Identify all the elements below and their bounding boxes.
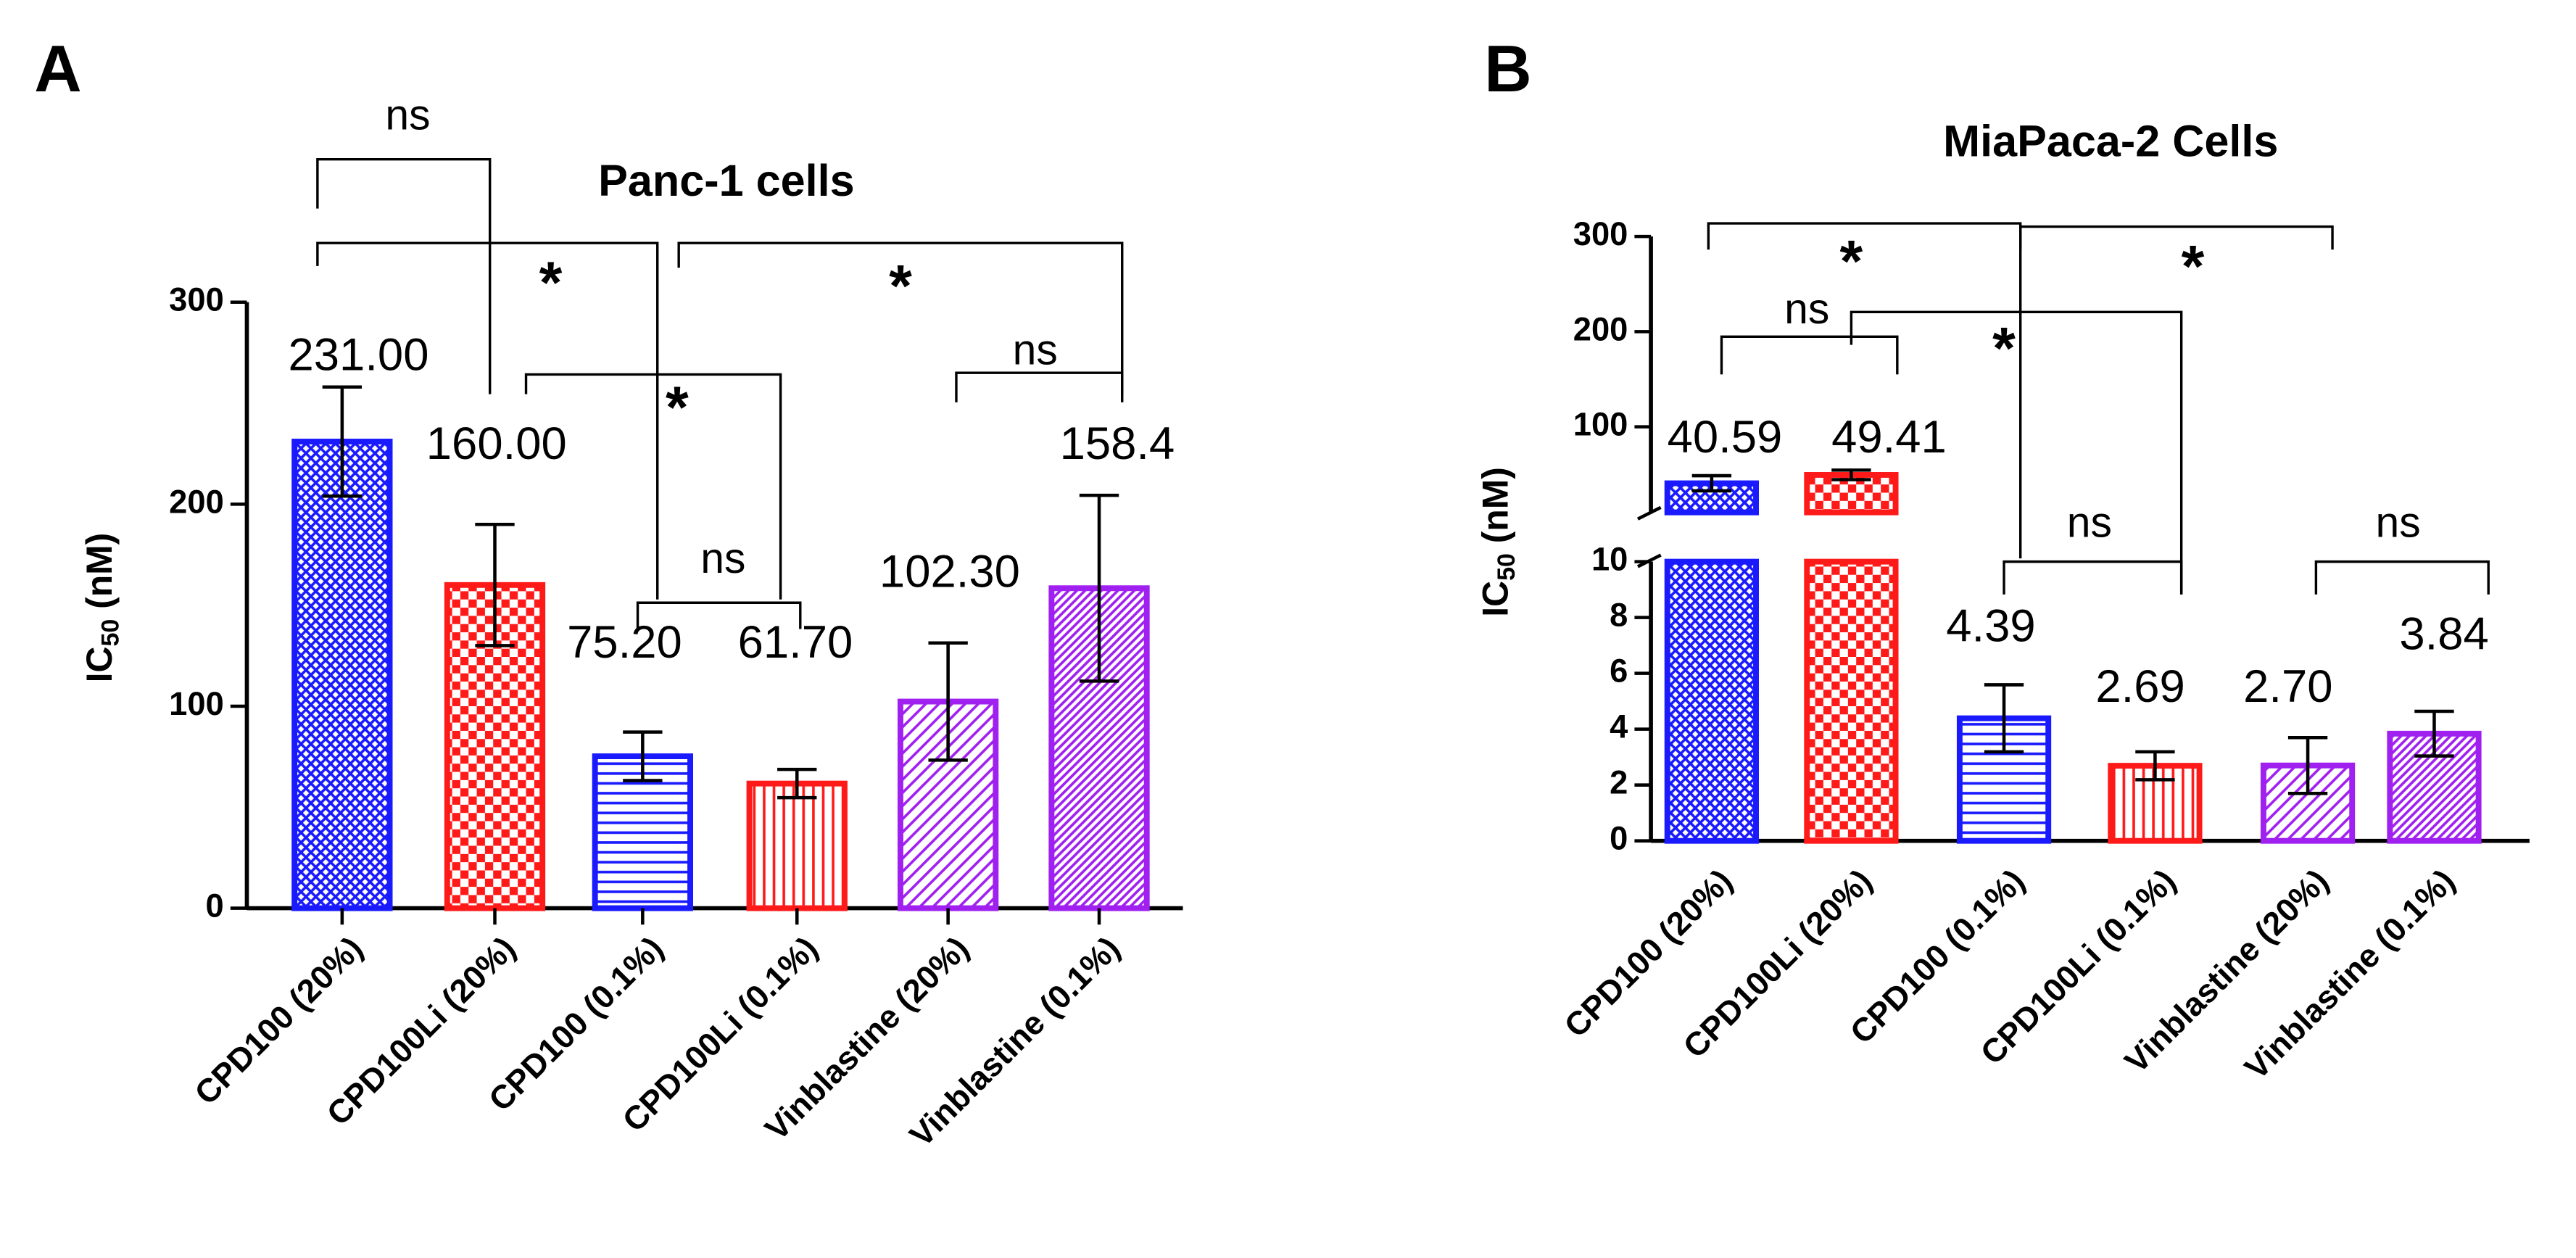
value-label: 3.84 [2399, 609, 2488, 660]
y-tick-label: 0 [206, 887, 224, 924]
bar [746, 780, 848, 911]
y-tick-label: 300 [1573, 215, 1628, 252]
significance-bracket [1720, 335, 1899, 375]
y-axis-label: IC50 (nM) [79, 533, 124, 683]
value-label: 40.59 [1668, 412, 1783, 463]
y-tick-label: 0 [1610, 820, 1628, 857]
significance-label: * [1992, 316, 2016, 382]
significance-label: * [2182, 233, 2205, 299]
y-tick-label: 200 [1573, 310, 1628, 347]
value-label: 75.20 [567, 617, 682, 668]
significance-label: ns [700, 535, 745, 582]
chart-title: MiaPaca-2 Cells [1943, 116, 2278, 165]
significance-label: * [1840, 228, 1863, 294]
significance-label: * [889, 253, 912, 319]
significance-label: * [539, 250, 563, 316]
y-axis-label-part: IC [1475, 581, 1516, 617]
significance-label: ns [2067, 499, 2112, 546]
chart-title: Panc-1 cells [598, 156, 854, 205]
y-tick-label: 4 [1610, 708, 1628, 745]
significance-bracket [316, 241, 659, 600]
significance-bracket [1850, 310, 2183, 595]
y-axis-label-part: (nM) [1475, 467, 1516, 553]
significance-bracket [2314, 560, 2490, 595]
significance-bracket [2018, 225, 2334, 250]
value-label: 102.30 [879, 547, 1020, 597]
value-label: 158.4 [1060, 418, 1175, 469]
y-tick-label: 6 [1610, 653, 1628, 690]
axis-break [1636, 553, 1662, 568]
significance-bracket [316, 158, 492, 394]
value-label: 2.69 [2095, 661, 2184, 712]
significance-bracket [2003, 560, 2183, 595]
y-tick-label: 100 [1573, 406, 1628, 443]
significance-bracket [524, 373, 782, 600]
bar [444, 582, 546, 911]
value-label: 49.41 [1831, 412, 1947, 463]
y-tick-label: 200 [169, 483, 224, 520]
significance-label: ns [1013, 327, 1058, 374]
panel-label: B [1484, 33, 1531, 106]
significance-bracket [955, 371, 1124, 402]
value-label: 2.70 [2243, 661, 2332, 712]
y-axis-label-part: (nM) [79, 533, 120, 619]
x-tick-label: Vinblastine (0.1%) [2237, 862, 2462, 1087]
y-axis-label-part: 50 [1493, 553, 1520, 581]
y-tick-label: 300 [169, 281, 224, 318]
y-axis-label-part: IC [79, 647, 120, 683]
axis-break [1636, 505, 1662, 521]
bar [291, 439, 393, 911]
panel-label: A [34, 33, 81, 106]
significance-label: ns [385, 92, 430, 139]
significance-bracket [636, 601, 802, 629]
y-tick-label: 2 [1610, 764, 1628, 801]
value-label: 231.00 [289, 330, 429, 381]
y-tick-label: 8 [1610, 597, 1628, 634]
value-label: 4.39 [1946, 600, 2035, 651]
significance-label: ns [2376, 499, 2421, 546]
y-tick-label: 10 [1591, 541, 1628, 578]
bar [1664, 558, 1759, 844]
bar [1804, 558, 1899, 844]
significance-bracket [677, 241, 1124, 394]
value-label: 61.70 [738, 617, 853, 668]
y-axis-label: IC50 (nM) [1475, 467, 1520, 617]
significance-bracket [1707, 222, 2022, 559]
significance-label: ns [1784, 286, 1829, 333]
value-label: 160.00 [426, 418, 567, 469]
y-tick-label: 100 [169, 685, 224, 722]
significance-label: * [666, 375, 689, 441]
y-axis-label-part: 50 [97, 619, 125, 647]
